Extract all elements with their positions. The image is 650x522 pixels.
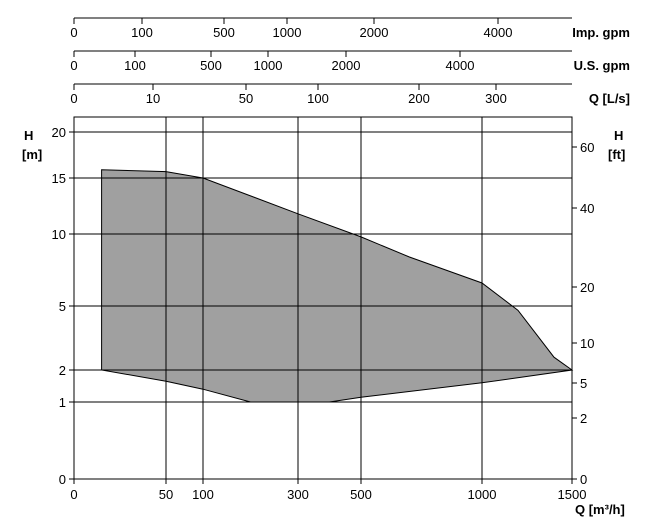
bottom-tick-label: 0 xyxy=(70,487,77,502)
q-ls-tick-label: 100 xyxy=(307,91,329,106)
left-tick-label: 0 xyxy=(59,472,66,487)
us-gpm-tick-label: 500 xyxy=(200,58,222,73)
left-axis-title-unit: [m] xyxy=(22,147,42,162)
right-axis-title-h: H xyxy=(614,128,623,143)
left-tick-label: 20 xyxy=(52,125,66,140)
left-axis-title-h: H xyxy=(24,128,33,143)
us-gpm-tick-label: 2000 xyxy=(332,58,361,73)
imp-gpm-tick-label: 100 xyxy=(131,25,153,40)
bottom-axis: 0 50 100 300 500 1000 1500 xyxy=(70,479,586,502)
q-ls-tick-label: 200 xyxy=(408,91,430,106)
right-tick-label: 60 xyxy=(580,140,594,155)
bottom-axis-title: Q [m³/h] xyxy=(575,502,625,517)
left-tick-label: 15 xyxy=(52,171,66,186)
q-ls-tick-label: 300 xyxy=(485,91,507,106)
bottom-tick-label: 1500 xyxy=(558,487,587,502)
bottom-tick-label: 500 xyxy=(350,487,372,502)
us-gpm-tick-label: 4000 xyxy=(446,58,475,73)
imp-gpm-tick-label: 4000 xyxy=(484,25,513,40)
left-tick-label: 2 xyxy=(59,363,66,378)
right-tick-label: 5 xyxy=(580,376,587,391)
left-tick-label: 5 xyxy=(59,299,66,314)
imp-gpm-tick-label: 500 xyxy=(213,25,235,40)
imp-gpm-tick-label: 1000 xyxy=(273,25,302,40)
plot-area xyxy=(73,116,574,480)
bottom-tick-label: 50 xyxy=(159,487,173,502)
bottom-tick-label: 1000 xyxy=(468,487,497,502)
right-tick-label: 2 xyxy=(580,411,587,426)
left-tick-label: 10 xyxy=(52,227,66,242)
right-axis-title-unit: [ft] xyxy=(608,147,625,162)
right-tick-label: 20 xyxy=(580,280,594,295)
plot-frame xyxy=(73,116,573,480)
left-tick-label: 1 xyxy=(59,395,66,410)
q-ls-scale-title: Q [L/s] xyxy=(589,91,630,106)
grid-lines xyxy=(74,117,572,479)
imp-gpm-tick-label: 2000 xyxy=(360,25,389,40)
us-gpm-tick-label: 1000 xyxy=(254,58,283,73)
bottom-tick-label: 300 xyxy=(287,487,309,502)
q-ls-tick-label: 0 xyxy=(70,91,77,106)
imp-gpm-scale-title: Imp. gpm xyxy=(572,25,630,40)
us-gpm-tick-label: 0 xyxy=(70,58,77,73)
q-ls-tick-label: 10 xyxy=(146,91,160,106)
left-axis: 0 1 2 5 10 15 20 xyxy=(52,125,74,487)
operating-range-area xyxy=(101,169,574,403)
q-ls-tick-label: 50 xyxy=(239,91,253,106)
us-gpm-scale-title: U.S. gpm xyxy=(574,58,630,73)
us-gpm-tick-label: 100 xyxy=(124,58,146,73)
right-tick-label: 0 xyxy=(580,472,587,487)
bottom-tick-label: 100 xyxy=(192,487,214,502)
right-tick-label: 40 xyxy=(580,201,594,216)
imp-gpm-tick-label: 0 xyxy=(70,25,77,40)
right-tick-label: 10 xyxy=(580,336,594,351)
right-axis: 0 2 5 10 20 40 60 xyxy=(572,140,594,487)
